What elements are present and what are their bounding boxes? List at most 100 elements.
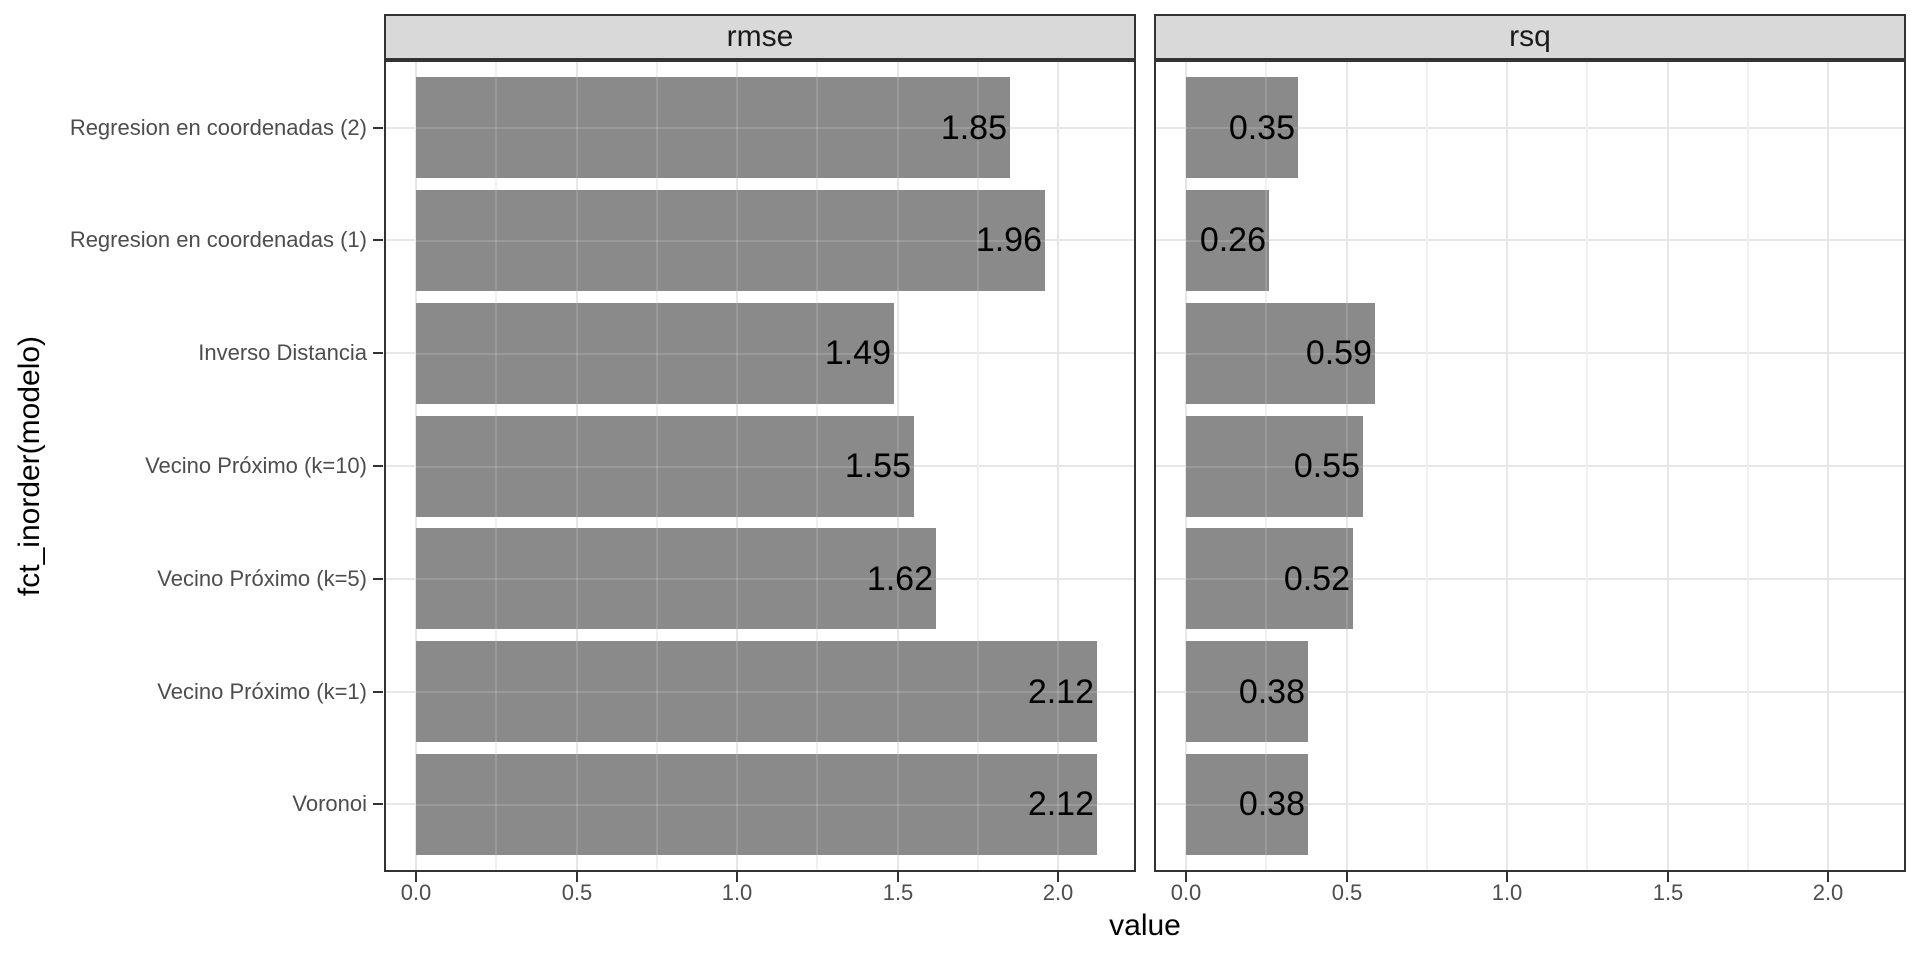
facet-strip-label: rsq bbox=[1509, 20, 1551, 53]
gridline-vertical-major bbox=[1827, 62, 1829, 870]
bar-gridline-overlay-v bbox=[576, 528, 578, 629]
x-axis-tick bbox=[1185, 872, 1187, 882]
bar-gridline-overlay-v bbox=[656, 528, 658, 629]
y-axis-label: Vecino Próximo (k=5) bbox=[157, 566, 367, 591]
gridline-vertical-major bbox=[1506, 62, 1508, 870]
bar-gridline-overlay-v bbox=[576, 641, 578, 742]
x-tick-label: 2.0 bbox=[1042, 880, 1074, 905]
bar-gridline-overlay-v bbox=[897, 754, 899, 855]
gridline-horizontal-major bbox=[1156, 239, 1904, 241]
bar-gridline-overlay-v bbox=[1265, 77, 1267, 178]
x-tick-label: 0.0 bbox=[400, 880, 432, 905]
bar-value-label: 1.85 bbox=[940, 109, 1007, 147]
bar-gridline-overlay-v bbox=[1346, 416, 1348, 517]
bar-gridline-overlay-h bbox=[1186, 577, 1353, 580]
bar-gridline-overlay-v bbox=[816, 754, 818, 855]
bar-rsq-1 bbox=[1186, 190, 1269, 291]
gridline-vertical-major bbox=[1057, 62, 1059, 870]
bar-gridline-overlay-v bbox=[816, 641, 818, 742]
bar-gridline-overlay-h bbox=[416, 803, 1097, 806]
bar-value-label: 2.12 bbox=[1027, 785, 1094, 823]
bar-gridline-overlay-v bbox=[1265, 416, 1267, 517]
x-axis-tick bbox=[415, 872, 417, 882]
bar-gridline-overlay-v bbox=[656, 77, 658, 178]
bar-gridline-overlay-v bbox=[816, 303, 818, 404]
bar-rmse-6 bbox=[416, 754, 1097, 855]
bar-value-label: 1.49 bbox=[824, 334, 891, 372]
facet-strip-rsq: rsq bbox=[1154, 14, 1906, 60]
bar-gridline-overlay-v bbox=[897, 77, 899, 178]
gridline-vertical-minor bbox=[1586, 62, 1588, 870]
bar-gridline-overlay-v bbox=[816, 416, 818, 517]
bar-gridline-overlay-v bbox=[1265, 528, 1267, 629]
bar-value-label: 1.55 bbox=[844, 447, 911, 485]
bar-rmse-4 bbox=[416, 528, 936, 629]
y-axis-tick bbox=[373, 691, 383, 693]
y-axis-label: Voronoi bbox=[292, 791, 367, 816]
x-tick-label: 1.5 bbox=[882, 880, 914, 905]
bar-gridline-overlay-v bbox=[897, 641, 899, 742]
bar-gridline-overlay-h bbox=[416, 239, 1045, 242]
x-axis-tick bbox=[1667, 872, 1669, 882]
bar-gridline-overlay-h bbox=[416, 352, 894, 355]
bar-value-label: 0.38 bbox=[1238, 785, 1305, 823]
bar-gridline-overlay-v bbox=[495, 528, 497, 629]
bar-gridline-overlay-v bbox=[656, 641, 658, 742]
facet-strip-rmse: rmse bbox=[384, 14, 1136, 60]
bar-rsq-2 bbox=[1186, 303, 1375, 404]
x-axis-tick bbox=[1057, 872, 1059, 882]
x-tick-label: 1.5 bbox=[1652, 880, 1684, 905]
bar-rmse-5 bbox=[416, 641, 1097, 742]
bar-value-label: 0.52 bbox=[1283, 560, 1350, 598]
bar-value-label: 0.35 bbox=[1228, 109, 1295, 147]
x-axis-tick bbox=[736, 872, 738, 882]
bar-gridline-overlay-v bbox=[495, 416, 497, 517]
gridline-horizontal-major bbox=[1156, 127, 1904, 129]
bar-gridline-overlay-v bbox=[495, 754, 497, 855]
bar-value-label: 2.12 bbox=[1027, 673, 1094, 711]
bar-value-label: 1.96 bbox=[975, 221, 1042, 259]
y-axis-tick bbox=[373, 352, 383, 354]
bar-rmse-3 bbox=[416, 416, 914, 517]
bar-gridline-overlay-h bbox=[1186, 690, 1308, 693]
facet-panel-rmse: 1.85 1.96 1.49 1.55 1.62 2.12 2.12 bbox=[384, 60, 1136, 872]
x-tick-label: 2.0 bbox=[1812, 880, 1844, 905]
bar-gridline-overlay-h bbox=[1186, 465, 1363, 468]
gridline-vertical-minor bbox=[977, 62, 979, 870]
bar-value-label: 0.55 bbox=[1293, 447, 1360, 485]
y-axis-label: Vecino Próximo (k=10) bbox=[145, 453, 367, 478]
gridline-horizontal-major bbox=[1156, 465, 1904, 467]
facet-strip-label: rmse bbox=[726, 20, 794, 53]
x-axis-tick bbox=[1346, 872, 1348, 882]
bar-value-label: 1.62 bbox=[866, 560, 933, 598]
bar-gridline-overlay-v bbox=[897, 416, 899, 517]
bar-gridline-overlay-v bbox=[977, 190, 979, 291]
bar-gridline-overlay-h bbox=[416, 690, 1097, 693]
bar-gridline-overlay-v bbox=[816, 190, 818, 291]
bar-gridline-overlay-h bbox=[1186, 126, 1298, 129]
bar-rmse-0 bbox=[416, 77, 1010, 178]
bar-gridline-overlay-v bbox=[977, 641, 979, 742]
bar-rsq-3 bbox=[1186, 416, 1363, 517]
y-axis-label: Vecino Próximo (k=1) bbox=[157, 679, 367, 704]
gridline-horizontal-major bbox=[1156, 691, 1904, 693]
gridline-vertical-minor bbox=[1426, 62, 1428, 870]
bar-gridline-overlay-v bbox=[816, 77, 818, 178]
bar-gridline-overlay-v bbox=[736, 190, 738, 291]
bar-gridline-overlay-h bbox=[1186, 352, 1375, 355]
bar-rsq-0 bbox=[1186, 77, 1298, 178]
bar-gridline-overlay-v bbox=[736, 416, 738, 517]
bar-gridline-overlay-v bbox=[1265, 303, 1267, 404]
bar-gridline-overlay-v bbox=[1346, 303, 1348, 404]
y-axis-tick bbox=[373, 465, 383, 467]
bar-gridline-overlay-v bbox=[1265, 190, 1267, 291]
bar-gridline-overlay-v bbox=[495, 77, 497, 178]
gridline-horizontal-major bbox=[1156, 578, 1904, 580]
x-axis-title: value bbox=[1109, 909, 1181, 942]
bar-rmse-1 bbox=[416, 190, 1045, 291]
bar-rsq-5 bbox=[1186, 641, 1308, 742]
bar-gridline-overlay-h bbox=[416, 126, 1010, 129]
bar-gridline-overlay-v bbox=[1265, 641, 1267, 742]
bar-gridline-overlay-v bbox=[977, 754, 979, 855]
